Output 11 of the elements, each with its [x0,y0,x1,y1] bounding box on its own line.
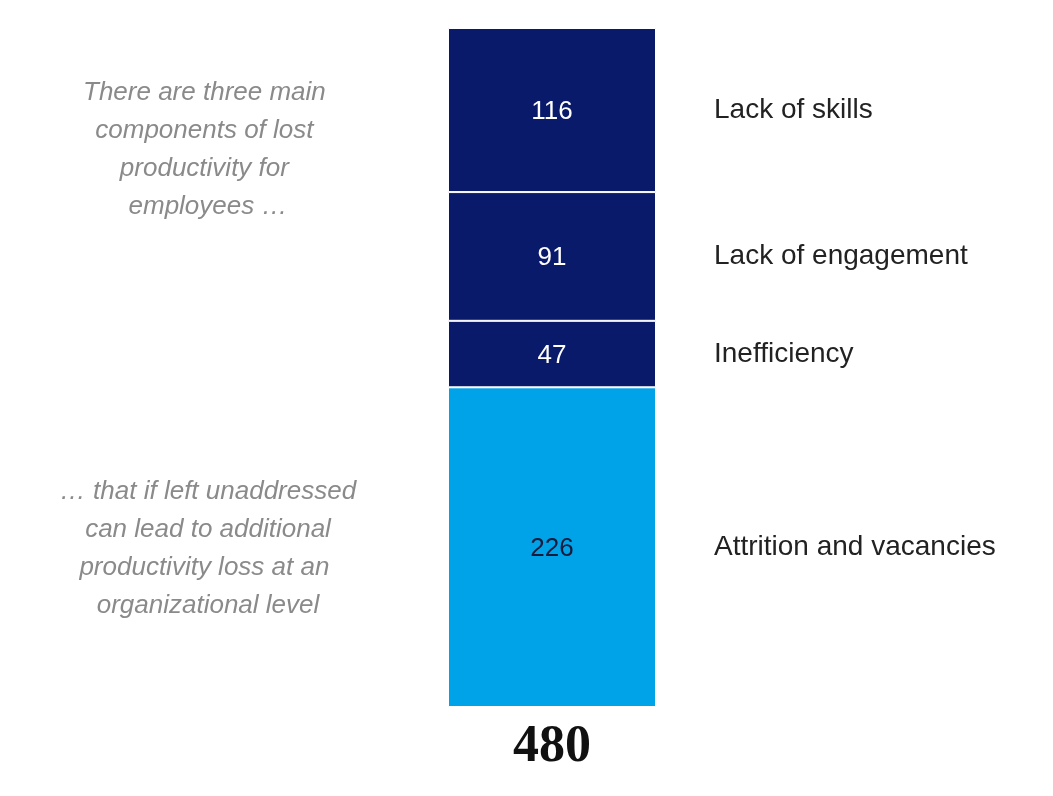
data-label: 47 [537,339,567,370]
text: Attrition and vacancies [714,529,996,561]
total-label: 480 [513,714,591,772]
text: … that if left unaddressed can lead to additional productivity loss at an organizational level [59,475,358,620]
text: There are three main components of lost productivity for employees … [82,75,334,220]
text: Inefficiency [714,336,854,368]
text: Lack of skills [714,92,873,124]
data-label: 116 [531,95,573,126]
text: Lack of engagement [714,238,968,270]
data-label: 226 [530,532,574,563]
data-label: 91 [537,241,567,272]
